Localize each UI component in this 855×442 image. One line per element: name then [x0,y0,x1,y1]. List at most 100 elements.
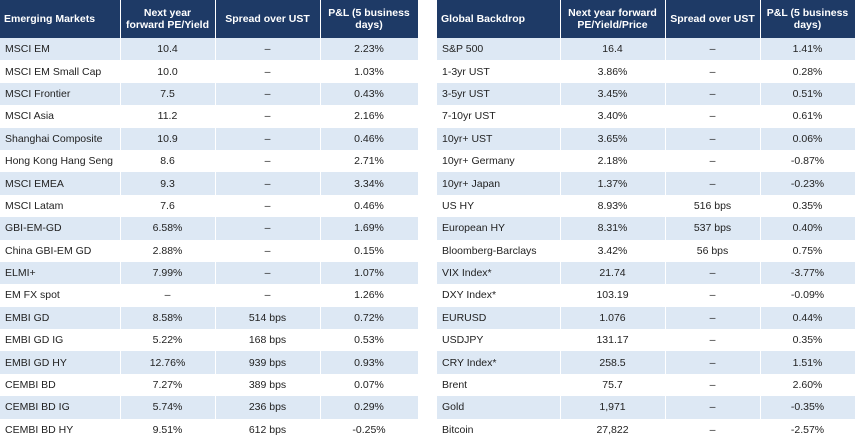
row: S&P 500 16.4–1.41% [437,38,855,61]
row-label: CEMBI BD IG [0,396,121,419]
header-row: Global Backdrop Next year forward PE/Yiel… [437,0,855,38]
row: MSCI EM Small Cap 10.0–1.03% [0,60,419,83]
row-label: 10yr+ Germany [437,149,561,173]
cell: – [120,284,216,307]
cell: 258.5 [560,351,666,374]
cell: 516 bps [665,194,761,218]
cell: 7.6 [120,194,216,218]
row-label: ELMI+ [0,261,121,285]
cell: 2.16% [320,105,419,128]
cell: 0.28% [760,60,855,83]
cell: – [665,418,761,442]
cell: 0.61% [760,105,855,128]
cell: 168 bps [215,329,321,352]
row: EMBI GD 8.58% 514 bps 0.72% [0,306,419,330]
cell: – [665,172,761,195]
cell: 7.27% [120,373,216,397]
cell: – [665,306,761,330]
cell: 131.17 [560,329,666,352]
cell: 0.53% [320,329,419,352]
cell: 9.51% [120,418,216,442]
cell: 1.076 [560,306,666,330]
cell: 0.35% [760,329,855,352]
row: GBI-EM-GD 6.58% –1.69% [0,217,419,240]
row: EURUSD 1.076–0.44% [437,306,855,330]
row-label: CRY Index* [437,351,561,374]
cell: – [215,105,321,128]
cell: – [665,284,761,307]
row-label: Bitcoin [437,418,561,442]
row-label: MSCI EM Small Cap [0,60,121,83]
cell: 0.51% [760,82,855,106]
cell: 5.22% [120,329,216,352]
header-cell: P&L (5 business days) [760,0,855,38]
cell: – [215,261,321,285]
cell: – [215,60,321,83]
cell: 0.40% [760,217,855,240]
cell: – [665,396,761,419]
cell: 3.45% [560,82,666,106]
cell: -0.23% [760,172,855,195]
cell: 1.03% [320,60,419,83]
row: 7-10yr UST 3.40% –0.61% [437,105,855,128]
row: MSCI Frontier 7.5–0.43% [0,82,419,106]
header-row: Emerging Markets Next year forward PE/Yie… [0,0,419,38]
row-label: Shanghai Composite [0,127,121,150]
cell: 0.35% [760,194,855,218]
cell: 0.72% [320,306,419,330]
row: EM FX spot – –1.26% [0,284,419,307]
cell: – [665,82,761,106]
header-cell: Spread over UST [215,0,321,38]
cell: 0.93% [320,351,419,374]
cell: 2.60% [760,373,855,397]
row: EMBI GD IG 5.22% 168 bps 0.53% [0,329,419,352]
cell: 514 bps [215,306,321,330]
header-cell: Spread over UST [665,0,761,38]
cell: – [215,284,321,307]
row-label: EMBI GD [0,306,121,330]
cell: -0.35% [760,396,855,419]
row-label: MSCI Asia [0,105,121,128]
row-label: Bloomberg-Barclays [437,239,561,262]
cell: 3.86% [560,60,666,83]
cell: 5.74% [120,396,216,419]
row-label: GBI-EM-GD [0,217,121,240]
cell: 537 bps [665,217,761,240]
row-label: Gold [437,396,561,419]
row: 1-3yr UST 3.86% –0.28% [437,60,855,83]
cell: 2.23% [320,38,419,61]
row-label: EMBI GD IG [0,329,121,352]
cell: 0.29% [320,396,419,419]
header-cell: Next year forward PE/Yield [120,0,216,38]
cell: 1.26% [320,284,419,307]
emerging-markets-table: Emerging Markets Next year forward PE/Yie… [0,0,419,442]
cell: 0.06% [760,127,855,150]
cell: 389 bps [215,373,321,397]
cell: – [665,38,761,61]
cell: 16.4 [560,38,666,61]
row-label: 10yr+ UST [437,127,561,150]
cell: 7.99% [120,261,216,285]
cell: 6.58% [120,217,216,240]
row: Bloomberg-Barclays 3.42% 56 bps 0.75% [437,239,855,262]
row: European HY 8.31% 537 bps 0.40% [437,217,855,240]
row-label: EMBI GD HY [0,351,121,374]
row-label: 10yr+ Japan [437,172,561,195]
cell: – [665,351,761,374]
row: MSCI EMEA 9.3–3.34% [0,172,419,195]
cell: – [215,172,321,195]
row: Bitcoin 27,822– -2.57% [437,418,855,442]
cell: -0.09% [760,284,855,307]
row: CEMBI BD HY 9.51% 612 bps -0.25% [0,418,419,442]
row-label: 3-5yr UST [437,82,561,106]
row-label: USDJPY [437,329,561,352]
cell: 1.07% [320,261,419,285]
cell: 0.75% [760,239,855,262]
row-label: EM FX spot [0,284,121,307]
cell: 1.51% [760,351,855,374]
cell: 939 bps [215,351,321,374]
cell: 56 bps [665,239,761,262]
cell: – [665,127,761,150]
cell: – [215,149,321,173]
